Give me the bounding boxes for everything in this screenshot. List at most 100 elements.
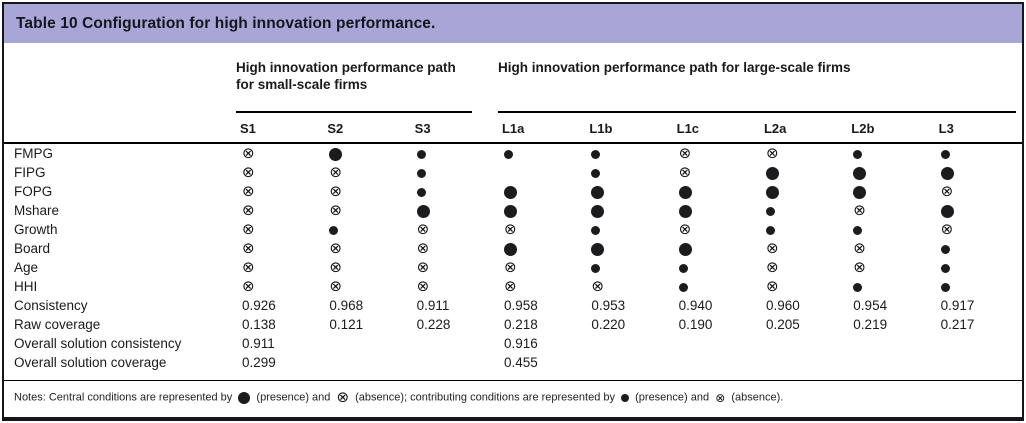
central-presence-cell: [673, 182, 760, 201]
contributing-presence-cell: [847, 220, 934, 239]
table-row: Raw coverage 0.138 0.121 0.228 0.218 0.220 0.1…: [4, 315, 1022, 334]
absence-icon: ⊗: [329, 182, 342, 201]
central-presence-cell: [847, 182, 934, 201]
value-cell: 0.138: [242, 317, 276, 332]
row-label: Overall solution coverage: [14, 355, 167, 370]
absence-icon: ⊗: [503, 258, 517, 277]
central-presence-icon: [329, 147, 343, 161]
central-presence-cell: [673, 201, 760, 220]
absence-icon: ⊗: [940, 182, 954, 201]
contributing-presence-cell: [498, 143, 585, 163]
value-cell: [673, 334, 760, 353]
table-row: Age ⊗ ⊗ ⊗ ⊗ ⊗ ⊗: [4, 258, 1022, 277]
central-presence-icon: [765, 166, 779, 180]
value-cell: 0.916: [503, 336, 538, 351]
central-presence-cell: [760, 163, 847, 182]
absence-icon: ⊗: [416, 239, 430, 258]
table-row: HHI ⊗ ⊗ ⊗ ⊗ ⊗ ⊗: [4, 277, 1022, 296]
absence-cell: ⊗: [236, 277, 323, 296]
absence-icon: ⊗: [329, 163, 342, 182]
row-label: HHI: [14, 279, 38, 294]
central-presence-icon: [853, 185, 867, 199]
configuration-table: High innovation performance path for sma…: [4, 43, 1022, 372]
absence-icon: ⊗: [853, 239, 866, 258]
absence-icon: ⊗: [678, 144, 692, 163]
absence-cell: ⊗: [323, 239, 410, 258]
absence-cell: ⊗: [498, 277, 585, 296]
absence-icon: ⊗: [853, 201, 866, 220]
value-cell: [935, 334, 1022, 353]
table-row: Mshare ⊗ ⊗ ⊗: [4, 201, 1022, 220]
central-presence-icon: [940, 166, 954, 180]
value-cell: [935, 353, 1022, 372]
value-cell: [847, 334, 934, 353]
absence-icon: ⊗: [416, 258, 430, 277]
table-row: FIPG ⊗ ⊗ ⊗: [4, 163, 1022, 182]
absence-cell: ⊗: [411, 239, 498, 258]
absence-cell: ⊗: [847, 201, 934, 220]
absence-icon: ⊗: [765, 277, 779, 296]
table-row: Overall solution coverage 0.299 0.455: [4, 353, 1022, 372]
absence-cell: ⊗: [760, 258, 847, 277]
central-presence-icon: [416, 204, 430, 218]
absence-cell: ⊗: [760, 239, 847, 258]
column-header-l2b: L2b: [847, 113, 935, 144]
central-presence-icon: [591, 242, 605, 256]
contributing-presence-icon: [765, 225, 775, 235]
value-cell: 0.219: [853, 317, 888, 332]
row-label: Mshare: [14, 203, 60, 218]
contributing-presence-icon: [853, 149, 863, 159]
central-presence-cell: [498, 239, 585, 258]
central-presence-icon: [678, 242, 692, 256]
column-header-l1a: L1a: [497, 113, 586, 144]
contributing-presence-icon: [853, 282, 863, 292]
contributing-presence-icon: [329, 225, 339, 235]
value-cell: [498, 163, 585, 182]
central-presence-cell: [585, 201, 672, 220]
value-cell: 0.911: [416, 298, 450, 313]
absence-icon: ⊗: [329, 277, 342, 296]
contributing-presence-cell: [411, 182, 498, 201]
contributing-presence-icon: [416, 168, 426, 178]
absence-icon: ⊗: [765, 144, 779, 163]
value-cell: 0.926: [242, 298, 276, 313]
absence-cell: ⊗: [411, 220, 498, 239]
central-presence-cell: [585, 239, 672, 258]
table-row: Board ⊗ ⊗ ⊗ ⊗ ⊗: [4, 239, 1022, 258]
absence-cell: ⊗: [323, 201, 410, 220]
row-label: FOPG: [14, 184, 53, 199]
table-row: Growth ⊗ ⊗ ⊗ ⊗ ⊗: [4, 220, 1022, 239]
contributing-presence-icon: [416, 187, 426, 197]
absence-icon: ⊗: [242, 239, 255, 258]
value-cell: 0.455: [503, 355, 538, 370]
notes-prefix: Notes: Central conditions are represente…: [14, 391, 233, 404]
contributing-presence-icon: [940, 149, 950, 159]
value-cell: 0.911: [242, 336, 275, 351]
contributing-presence-cell: [411, 143, 498, 163]
central-presence-cell: [323, 143, 410, 163]
table-row: FMPG ⊗ ⊗ ⊗: [4, 143, 1022, 163]
value-cell: 0.121: [329, 317, 364, 332]
contributing-presence-icon: [591, 263, 601, 273]
table-row: Overall solution consistency 0.911 0.916: [4, 334, 1022, 353]
value-cell: 0.220: [591, 317, 626, 332]
contributing-presence-cell: [935, 239, 1022, 258]
central-presence-cell: [673, 239, 760, 258]
absence-cell: ⊗: [673, 220, 760, 239]
contributing-presence-cell: [673, 258, 760, 277]
value-cell: [847, 353, 934, 372]
value-cell: [323, 353, 410, 372]
absence-cell: ⊗: [498, 258, 585, 277]
absence-icon: ⊗: [242, 144, 255, 163]
contributing-presence-icon: [503, 149, 513, 159]
value-cell: 0.190: [678, 317, 713, 332]
contributing-presence-cell: [323, 220, 410, 239]
contributing-presence-icon: [765, 206, 775, 216]
table-title: Table 10 Configuration for high innovati…: [4, 4, 1022, 43]
central-presence-icon: [503, 204, 517, 218]
absence-cell: ⊗: [935, 220, 1022, 239]
central-presence-cell: [935, 163, 1022, 182]
column-header-s1: S1: [236, 113, 324, 144]
central-presence-cell: [847, 163, 934, 182]
absence-icon: ⊗: [416, 277, 430, 296]
